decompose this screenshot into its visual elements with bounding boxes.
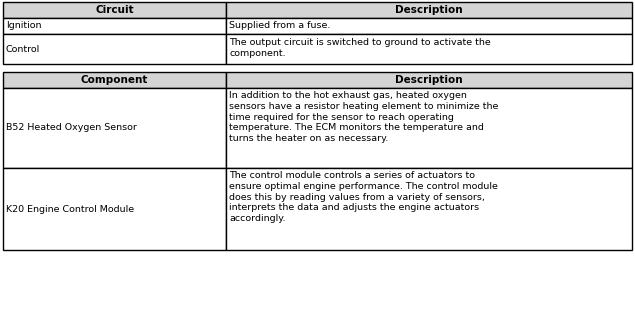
Bar	[226, 18, 632, 34]
Bar	[226, 88, 632, 168]
Bar	[226, 72, 632, 88]
Text: Description: Description	[395, 5, 463, 15]
Text: Description: Description	[395, 75, 463, 85]
Text: Supplied from a fuse.: Supplied from a fuse.	[229, 22, 330, 31]
Text: Ignition: Ignition	[6, 22, 41, 31]
Text: The output circuit is switched to ground to activate the
component.: The output circuit is switched to ground…	[229, 38, 491, 58]
Bar	[3, 2, 226, 18]
Bar	[226, 2, 632, 18]
Bar	[3, 34, 226, 64]
Text: B52 Heated Oxygen Sensor: B52 Heated Oxygen Sensor	[6, 123, 137, 133]
Bar	[3, 88, 226, 168]
Bar	[3, 168, 226, 250]
Text: Component: Component	[81, 75, 148, 85]
Bar	[3, 72, 226, 88]
Text: In addition to the hot exhaust gas, heated oxygen
sensors have a resistor heatin: In addition to the hot exhaust gas, heat…	[229, 91, 498, 143]
Text: K20 Engine Control Module: K20 Engine Control Module	[6, 204, 134, 213]
Text: The control module controls a series of actuators to
ensure optimal engine perfo: The control module controls a series of …	[229, 171, 498, 223]
Text: Control: Control	[6, 45, 40, 53]
Bar	[3, 18, 226, 34]
Bar	[226, 34, 632, 64]
Bar	[226, 168, 632, 250]
Text: Circuit: Circuit	[95, 5, 134, 15]
